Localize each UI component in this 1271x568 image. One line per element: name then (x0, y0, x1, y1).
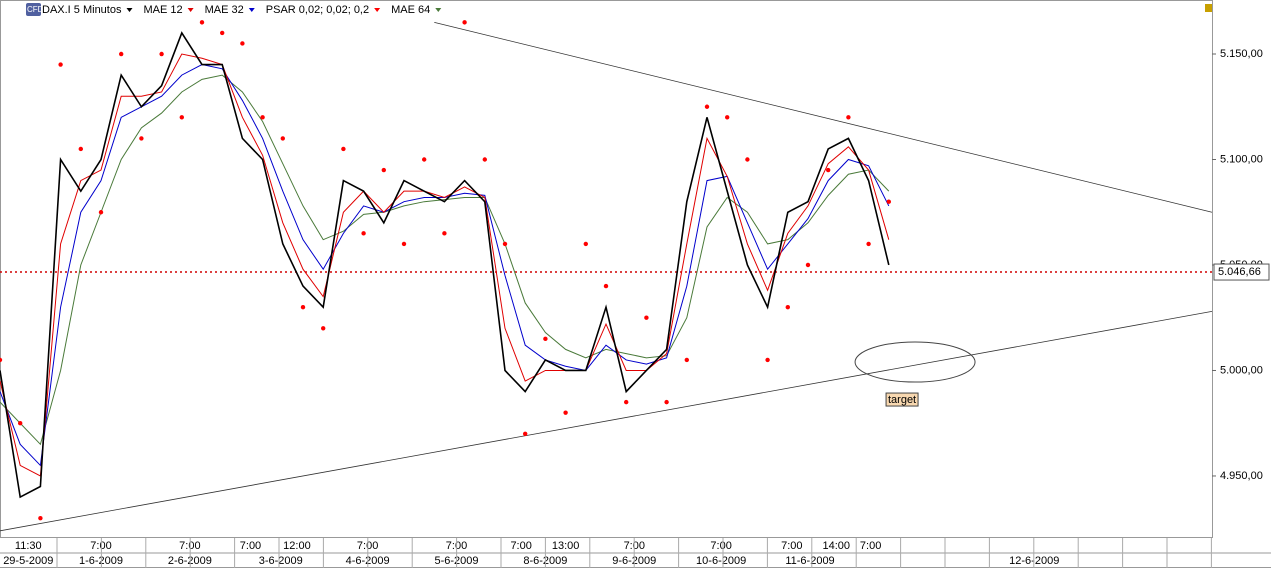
psar-dot (826, 167, 831, 173)
last-price-label: 5.046,66 (1218, 266, 1261, 278)
psar-dot (725, 115, 730, 120)
target-label: target (888, 394, 916, 406)
legend-entry[interactable]: MAE 64 (391, 4, 430, 16)
y-tick-label: 5.150,00 (1220, 48, 1263, 60)
psar-dot (684, 357, 689, 363)
psar-dot (341, 146, 346, 152)
psar-dot (502, 241, 508, 247)
psar-dot (280, 136, 285, 141)
psar-dot (78, 146, 84, 152)
psar-dot (381, 167, 386, 173)
series-line (0, 31, 890, 499)
x-tick-label: 7:00 (710, 540, 731, 552)
psar-dot (583, 241, 588, 247)
psar-dot (18, 421, 23, 426)
psar-dot (119, 51, 124, 57)
psar-dot (482, 157, 487, 162)
y-tick-label: 5.000,00 (1220, 364, 1263, 376)
psar-dot (563, 410, 568, 415)
psar-dot (361, 231, 366, 236)
psar-dot (38, 515, 43, 521)
psar-dot (139, 136, 144, 141)
date-tick-label: 3-6-2009 (259, 555, 303, 567)
psar-dot (199, 20, 205, 25)
date-tick-label: 29-5-2009 (3, 555, 53, 567)
psar-dot (765, 357, 770, 363)
psar-dot (300, 304, 306, 310)
legend-entry[interactable]: DAX.I 5 Minutos (42, 4, 122, 16)
psar-dot (240, 41, 245, 46)
legend-entry[interactable]: MAE 12 (143, 4, 182, 16)
legend-dropdown[interactable] (435, 8, 442, 12)
psar-dot (260, 115, 265, 120)
psar-dot (886, 199, 891, 204)
psar-dot (442, 231, 447, 236)
psar-dot (98, 210, 104, 215)
psar-dot (805, 262, 811, 268)
psar-dot (785, 304, 790, 310)
legend-entry[interactable]: MAE 32 (205, 4, 244, 16)
psar-dot (220, 30, 225, 36)
x-tick-label: 13:00 (552, 540, 580, 552)
x-tick-label: 7:00 (860, 540, 881, 552)
target-ellipse (854, 341, 976, 383)
x-tick-label: 12:00 (283, 540, 311, 552)
psar-dot (846, 115, 851, 120)
series-line (0, 53, 890, 477)
y-tick-label: 4.950,00 (1220, 470, 1263, 482)
legend-entry[interactable]: PSAR 0,02; 0,02; 0,2 (266, 4, 369, 16)
psar-dot (462, 20, 467, 25)
date-tick-label: 10-6-2009 (696, 555, 746, 567)
psar-dot (664, 399, 669, 405)
psar-dot (644, 315, 649, 320)
psar-dot (179, 115, 184, 120)
last-price-box (1213, 263, 1270, 281)
x-tick-label: 11:30 (15, 540, 42, 552)
date-tick-label: 11-6-2009 (785, 555, 834, 567)
instrument-badge: CFD (27, 5, 44, 14)
trend-line (0, 311, 1213, 532)
psar-dot (0, 357, 3, 363)
legend-dropdown[interactable] (126, 8, 133, 12)
x-tick-label: 7:00 (510, 540, 531, 552)
psar-dot (624, 399, 629, 405)
psar-dot (745, 157, 750, 162)
target-label-box (885, 392, 919, 407)
instrument-icon (26, 3, 41, 16)
trend-line (434, 21, 1213, 213)
psar-dot (159, 51, 164, 57)
legend-dropdown[interactable] (187, 8, 194, 12)
x-tick-label: 7:00 (781, 540, 802, 552)
psar-dot (866, 241, 871, 247)
plot-frame (0, 0, 1213, 538)
y-tick-label: 5.100,00 (1220, 153, 1263, 165)
legend-dropdown[interactable] (248, 8, 255, 12)
scroll-icon[interactable] (1205, 4, 1212, 12)
psar-dot (543, 336, 548, 342)
psar-dot (401, 241, 407, 247)
psar-dot (603, 283, 609, 289)
psar-dot (58, 62, 63, 67)
legend-dropdown[interactable] (374, 8, 381, 12)
psar-dot (704, 104, 710, 109)
psar-dot (321, 326, 326, 331)
psar-dot (422, 157, 427, 162)
x-tick-label: 14:00 (823, 540, 851, 552)
x-tick-label: 7:00 (240, 540, 261, 552)
psar-dot (523, 431, 528, 436)
